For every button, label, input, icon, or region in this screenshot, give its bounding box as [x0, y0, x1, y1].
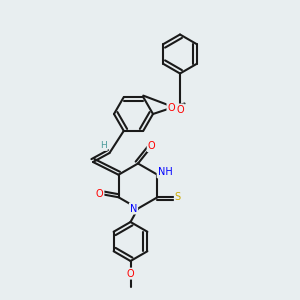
Text: O: O	[176, 104, 184, 115]
Text: O: O	[148, 141, 155, 151]
Text: O: O	[96, 189, 104, 199]
Text: NH: NH	[158, 167, 172, 177]
Text: H: H	[100, 141, 107, 150]
Text: O: O	[167, 103, 175, 113]
Text: S: S	[175, 192, 181, 202]
Text: O: O	[127, 268, 134, 279]
Text: N: N	[130, 203, 137, 214]
